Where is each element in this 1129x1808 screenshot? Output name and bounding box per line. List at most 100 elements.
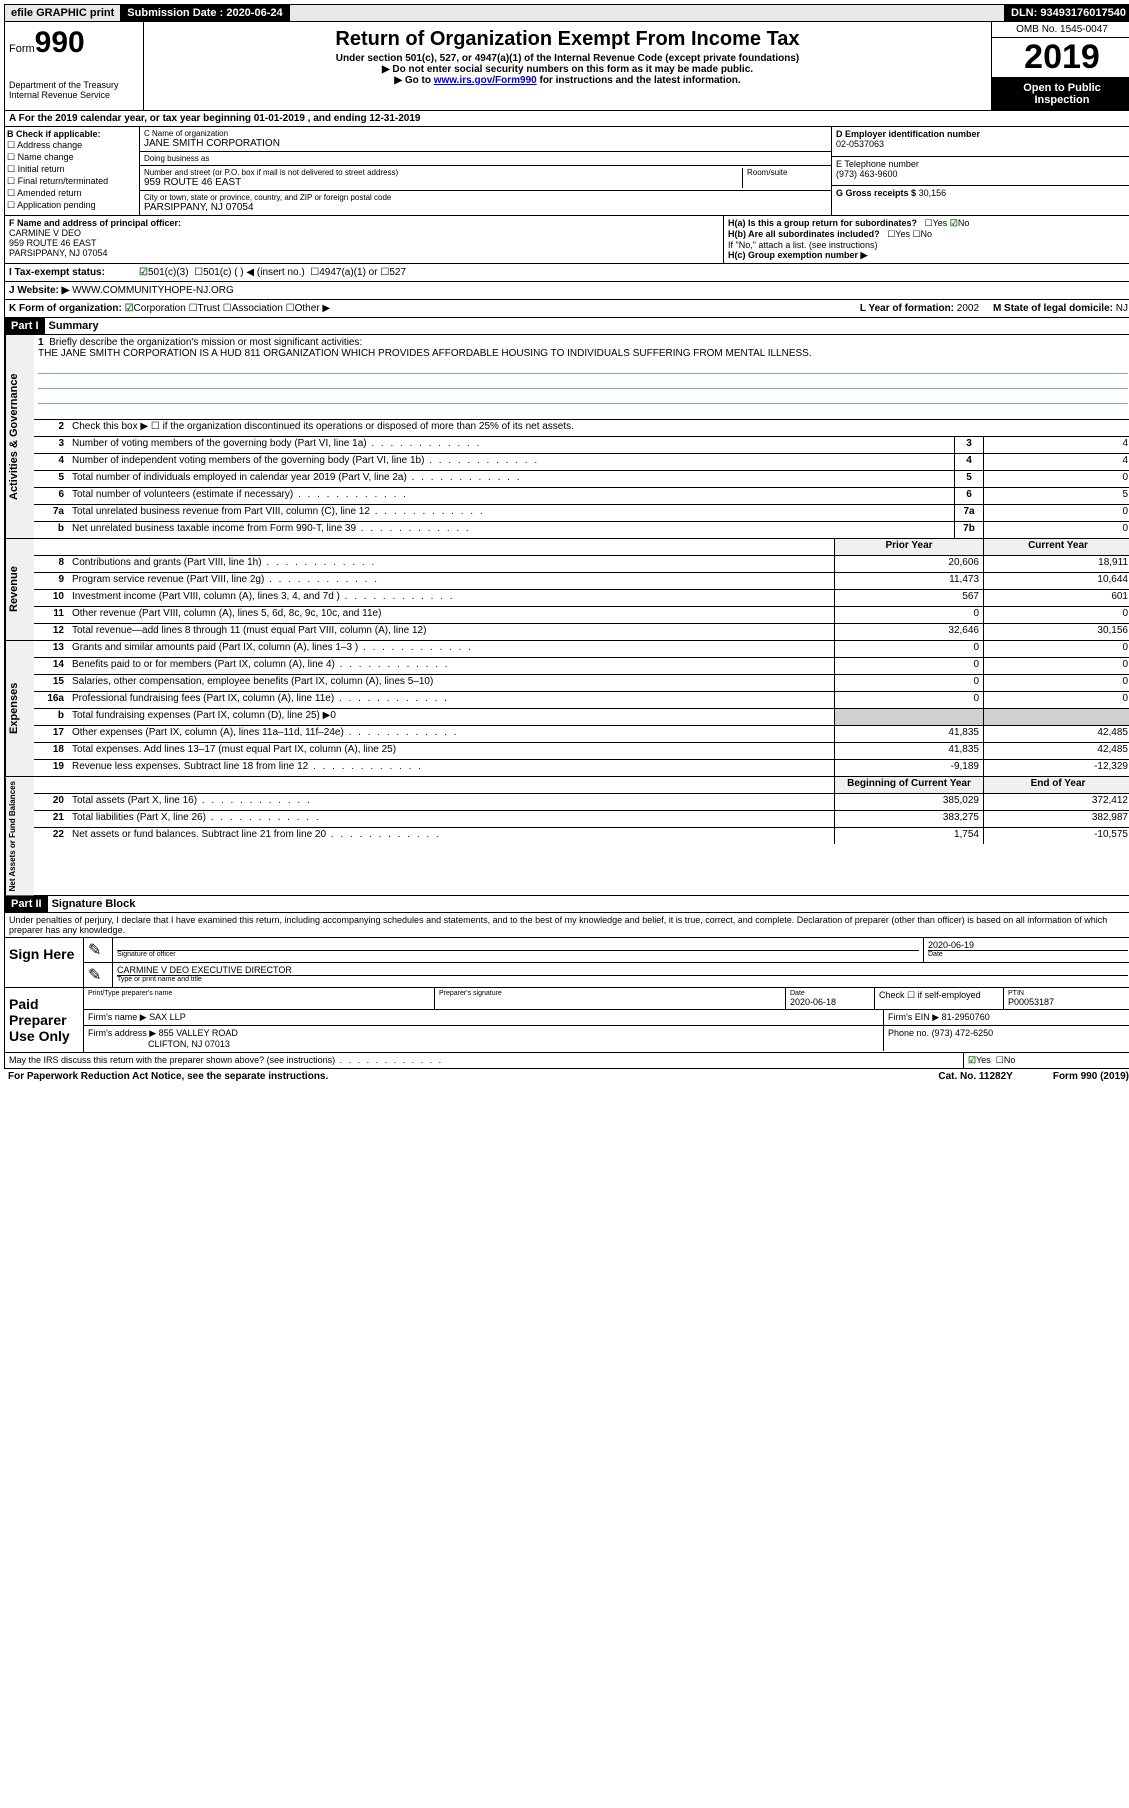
l19-cy: -12,329 (983, 760, 1129, 776)
l-label: L Year of formation: (860, 303, 954, 314)
box-f: F Name and address of principal officer:… (5, 216, 724, 263)
officer-printed-name: CARMINE V DEO EXECUTIVE DIRECTOR (117, 965, 1128, 975)
l7a-desc: Total unrelated business revenue from Pa… (68, 505, 954, 521)
header-right: OMB No. 1545-0047 2019 Open to Public In… (992, 22, 1129, 110)
ssn-warning: ▶ Do not enter social security numbers o… (148, 64, 987, 75)
current-year-header: Current Year (983, 539, 1129, 555)
info-grid: B Check if applicable: ☐ Address change … (4, 127, 1129, 216)
form-prefix: Form (9, 43, 35, 55)
paid-preparer-grid: Paid Preparer Use Only Print/Type prepar… (5, 987, 1129, 1052)
header-left: Form990 Department of the Treasury Inter… (5, 22, 144, 110)
l10-py: 567 (834, 590, 983, 606)
opt-4947[interactable]: 4947(a)(1) or (319, 267, 377, 278)
discuss-yes[interactable]: Yes (976, 1055, 991, 1065)
box-c: C Name of organization JANE SMITH CORPOR… (140, 127, 832, 215)
opt-501c3[interactable]: 501(c)(3) (148, 267, 189, 278)
prior-year-header: Prior Year (834, 539, 983, 555)
l5-desc: Total number of individuals employed in … (68, 471, 954, 487)
m-value: NJ (1116, 303, 1128, 314)
cb-initial-return[interactable]: ☐ Initial return (7, 164, 137, 175)
opt-trust[interactable]: Trust (198, 303, 220, 314)
sign-here-grid: Sign Here ✎ Signature of officer 2020-06… (5, 937, 1129, 987)
ptin-value: P00053187 (1008, 997, 1128, 1007)
period-begin: 01-01-2019 (254, 113, 305, 124)
l14-cy: 0 (983, 658, 1129, 674)
officer-label: F Name and address of principal officer: (9, 218, 181, 228)
opt-other[interactable]: Other ▶ (295, 303, 330, 314)
end-year-header: End of Year (983, 777, 1129, 793)
firm-phone-label: Phone no. (888, 1028, 929, 1038)
cb-pending[interactable]: ☐ Application pending (7, 200, 137, 211)
l11-desc: Other revenue (Part VIII, column (A), li… (68, 607, 834, 623)
l4-box: 4 (954, 454, 983, 470)
firm-phone: (973) 472-6250 (932, 1028, 994, 1038)
firm-addr-label: Firm's address ▶ (88, 1028, 156, 1038)
expenses-section: Expenses 13Grants and similar amounts pa… (4, 641, 1129, 777)
l21-desc: Total liabilities (Part X, line 26) (68, 811, 834, 827)
goto-pre: ▶ Go to (394, 75, 433, 86)
l3-box: 3 (954, 437, 983, 453)
l8-py: 20,606 (834, 556, 983, 572)
irs-link[interactable]: www.irs.gov/Form990 (434, 75, 537, 86)
discuss-no[interactable]: No (1004, 1055, 1016, 1065)
opt-corp[interactable]: Corporation (134, 303, 186, 314)
pen-icon: ✎ (84, 938, 113, 962)
part1-header: Part I (5, 318, 45, 334)
opt-501c[interactable]: 501(c) ( ) ◀ (insert no.) (203, 267, 305, 278)
ha-yes[interactable]: Yes (933, 218, 948, 228)
l16b-cy-shaded (983, 709, 1129, 725)
prep-sig-label: Preparer's signature (439, 990, 781, 997)
ha-no[interactable]: No (958, 218, 970, 228)
l3-val: 4 (983, 437, 1129, 453)
box-h: H(a) Is this a group return for subordin… (724, 216, 1129, 263)
website-label: J Website: ▶ (9, 285, 69, 296)
l12-desc: Total revenue—add lines 8 through 11 (mu… (68, 624, 834, 640)
cb-address-change[interactable]: ☐ Address change (7, 140, 137, 151)
efile-label[interactable]: efile GRAPHIC print (5, 5, 121, 21)
l16a-py: 0 (834, 692, 983, 708)
cb-name-change[interactable]: ☐ Name change (7, 152, 137, 163)
phone-value: (973) 463-9600 (836, 169, 898, 179)
firm-addr2: CLIFTON, NJ 07013 (148, 1039, 230, 1049)
cb-final-return[interactable]: ☐ Final return/terminated (7, 176, 137, 187)
officer-addr1: 959 ROUTE 46 EAST (9, 238, 97, 248)
l19-desc: Revenue less expenses. Subtract line 18 … (68, 760, 834, 776)
irs-label: Internal Revenue Service (9, 90, 139, 100)
l22-desc: Net assets or fund balances. Subtract li… (68, 828, 834, 844)
box-deg: D Employer identification number 02-0537… (832, 127, 1129, 215)
tax-year: 2019 (992, 38, 1129, 78)
city-value: PARSIPPANY, NJ 07054 (144, 202, 827, 213)
l10-desc: Investment income (Part VIII, column (A)… (68, 590, 834, 606)
type-label: Type or print name and title (117, 975, 1128, 983)
form-number: Form990 (9, 26, 139, 60)
l12-py: 32,646 (834, 624, 983, 640)
l20-cy: 372,412 (983, 794, 1129, 810)
l14-py: 0 (834, 658, 983, 674)
l22-cy: -10,575 (983, 828, 1129, 844)
l7b-val: 0 (983, 522, 1129, 538)
hb-no[interactable]: No (921, 229, 933, 239)
l7b-box: 7b (954, 522, 983, 538)
l16a-desc: Professional fundraising fees (Part IX, … (68, 692, 834, 708)
prep-date-label: Date (790, 990, 870, 997)
box-b: B Check if applicable: ☐ Address change … (5, 127, 140, 215)
hb-yes[interactable]: Yes (895, 229, 910, 239)
opt-527[interactable]: 527 (389, 267, 406, 278)
submission-value: 2020-06-24 (226, 7, 282, 19)
cb-amended[interactable]: ☐ Amended return (7, 188, 137, 199)
l15-desc: Salaries, other compensation, employee b… (68, 675, 834, 691)
l18-cy: 42,485 (983, 743, 1129, 759)
dln-value: 93493176017540 (1040, 7, 1126, 19)
l17-desc: Other expenses (Part IX, column (A), lin… (68, 726, 834, 742)
website-row: J Website: ▶ WWW.COMMUNITYHOPE-NJ.ORG (4, 282, 1129, 300)
l8-cy: 18,911 (983, 556, 1129, 572)
gross-label: G Gross receipts $ (836, 188, 916, 198)
l17-cy: 42,485 (983, 726, 1129, 742)
org-name: JANE SMITH CORPORATION (144, 138, 827, 149)
goto-post: for instructions and the latest informat… (537, 75, 741, 86)
self-employed[interactable]: Check ☐ if self-employed (879, 990, 999, 1001)
part2-header-row: Part II Signature Block (4, 896, 1129, 913)
firm-name: SAX LLP (149, 1012, 186, 1022)
mission-text: THE JANE SMITH CORPORATION IS A HUD 811 … (38, 348, 812, 359)
opt-assoc[interactable]: Association (232, 303, 283, 314)
